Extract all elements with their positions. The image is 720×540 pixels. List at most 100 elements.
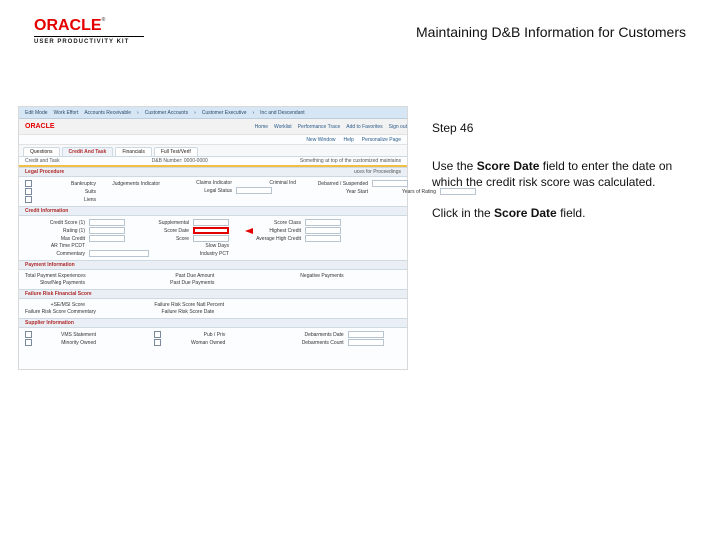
credit-body: Credit Score (1) Supplemental Rating (1) S… (19, 216, 407, 260)
checkbox[interactable] (25, 180, 32, 187)
section-credit: Credit Information (19, 206, 407, 216)
crumb: Customer Accounts (145, 110, 188, 116)
label: Score Date (129, 228, 189, 234)
brand-text: ORACLE (34, 17, 102, 34)
input[interactable] (305, 235, 341, 242)
checkbox[interactable] (25, 188, 32, 195)
input[interactable] (193, 219, 229, 226)
info-mid: D&B Number: 0000-0000 (152, 158, 208, 164)
label: +SE/MSI Score (25, 302, 85, 308)
app-screenshot: Edit Mode Work Effort Accounts Receivabl… (18, 106, 408, 370)
label: Past Due Payments (154, 280, 214, 286)
link[interactable]: Help (344, 137, 354, 143)
label: Pub / Priv (165, 332, 225, 338)
link[interactable]: Performance Trace (298, 124, 341, 130)
crumb: Accounts Receivable (84, 110, 131, 116)
info-right: Something at top of the customized maint… (300, 158, 401, 164)
label: Debarments Date (284, 332, 344, 338)
tab-strip: Questions Credit And Task Financials Ful… (19, 145, 407, 157)
crumb: Edit Mode (25, 110, 48, 116)
link[interactable]: Add to Favorites (346, 124, 382, 130)
tab-credit-and-task[interactable]: Credit And Task (62, 147, 114, 156)
label: Total Payment Experiences (25, 273, 86, 279)
label: Rating (1) (25, 228, 85, 234)
info-left: Credit and Task (25, 158, 60, 164)
input[interactable] (89, 250, 149, 257)
crumb: Inc and Descendant (260, 110, 304, 116)
label: Suits (36, 189, 96, 195)
input[interactable] (89, 227, 125, 234)
input[interactable] (89, 235, 125, 242)
page-title: Maintaining D&B Information for Customer… (416, 24, 686, 40)
instruction-para-1: Use the Score Date field to enter the da… (432, 158, 686, 190)
checkbox[interactable] (25, 331, 32, 338)
label: Debarred / Suspended (308, 181, 368, 187)
link[interactable]: New Window (306, 137, 335, 143)
step-label: Step 46 (432, 120, 686, 136)
link[interactable]: Sign out (389, 124, 407, 130)
crumb: Customer Executive (202, 110, 247, 116)
tab-financials[interactable]: Financials (115, 147, 152, 156)
section-payment: Payment Information (19, 260, 407, 270)
input[interactable] (372, 180, 408, 187)
failure-body: +SE/MSI Score Failure Risk Score Comment… (19, 299, 407, 318)
section-supplier: Supplier Information (19, 318, 407, 328)
label: Industry PCT (169, 251, 229, 257)
label: Slow/Neg Payments (25, 280, 85, 286)
input[interactable] (89, 219, 125, 226)
crumb: Work Effort (54, 110, 79, 116)
label: Claims Indicator (172, 180, 232, 186)
label: Failure Risk Score Date (154, 309, 214, 315)
section-legal: Legal Procedure uces for Proceedings (19, 167, 407, 177)
label: Years of Rating (376, 189, 436, 195)
info-bar: Credit and Task D&B Number: 0000-0000 So… (19, 157, 407, 167)
label: Score (129, 236, 189, 242)
label: Minority Owned (36, 340, 96, 346)
score-date-field[interactable] (193, 227, 229, 234)
label: VMS Statement (36, 332, 96, 338)
instruction-para-2: Click in the Score Date field. (432, 205, 686, 221)
label: Supplemental (129, 220, 189, 226)
label: Debarments Count (284, 340, 344, 346)
app-util-menu: New Window Help Personalize Page (19, 135, 407, 145)
callout-arrow-icon (245, 228, 253, 234)
label: Commentary (25, 251, 85, 257)
label: Bankruptcy (36, 181, 96, 187)
link[interactable]: Worklist (274, 124, 292, 130)
app-brand: ORACLE (25, 123, 55, 130)
label: Failure Risk Score Natl Percent (154, 302, 224, 308)
label: Year Start (308, 189, 368, 195)
tab-full-test[interactable]: Full Test/Verif (154, 147, 198, 156)
input[interactable] (348, 339, 384, 346)
checkbox[interactable] (25, 196, 32, 203)
brand-sublabel: USER PRODUCTIVITY KIT (34, 39, 144, 45)
legal-body: Bankruptcy Judgements Indicator Suits Lie… (19, 177, 407, 206)
tab-questions[interactable]: Questions (23, 147, 60, 156)
section-failure: Failure Risk Financial Score (19, 289, 407, 299)
input[interactable] (305, 227, 341, 234)
checkbox[interactable] (25, 339, 32, 346)
link[interactable]: Personalize Page (362, 137, 401, 143)
label: Score Class (241, 220, 301, 226)
label: Liens (36, 197, 96, 203)
supplier-body: VMS Statement Minority Owned Pub / Priv … (19, 328, 407, 349)
label: Slow Days (169, 243, 229, 249)
label: Average High Credit (241, 236, 301, 242)
label: Failure Risk Score Commentary (25, 309, 96, 315)
input[interactable] (348, 331, 384, 338)
input[interactable] (305, 219, 341, 226)
label: Credit Score (1) (25, 220, 85, 226)
app-logo-bar: ORACLE Home Worklist Performance Trace A… (19, 119, 407, 135)
input[interactable] (193, 235, 229, 242)
label: AR Time PCDT (25, 243, 85, 249)
app-breadcrumb: Edit Mode Work Effort Accounts Receivabl… (19, 107, 407, 119)
checkbox[interactable] (154, 339, 161, 346)
label: Judgements Indicator (100, 181, 160, 187)
checkbox[interactable] (154, 331, 161, 338)
input[interactable] (236, 187, 272, 194)
label: Past Due Amount (154, 273, 214, 279)
link[interactable]: Home (255, 124, 268, 130)
payment-body: Total Payment Experiences Slow/Neg Payme… (19, 270, 407, 289)
label: Criminal Ind (236, 180, 296, 186)
label: Woman Owned (165, 340, 225, 346)
